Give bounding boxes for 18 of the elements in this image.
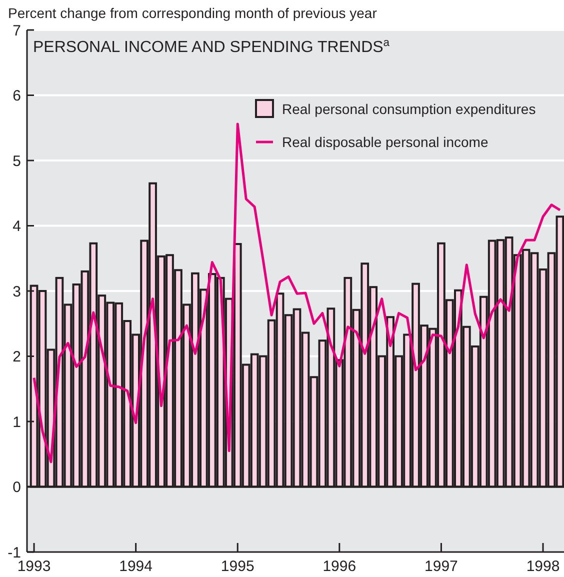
legend-label: Real personal consumption expenditures (282, 100, 536, 117)
y-tick-label: 2 (12, 348, 21, 366)
y-tick-label: 7 (12, 22, 21, 40)
y-tick-label: 5 (12, 152, 21, 170)
y-tick-label: 6 (12, 88, 21, 104)
x-tick-label: 1994 (119, 558, 153, 575)
x-tick-label: 1997 (424, 558, 458, 575)
legend-label: Real disposable personal income (282, 134, 488, 150)
y-tick-label: 3 (12, 283, 21, 300)
x-tick-label: 1995 (220, 558, 254, 575)
y-tick-label: 4 (12, 218, 21, 235)
y-tick-label: 1 (12, 414, 21, 431)
line-series (32, 122, 562, 464)
x-tick-label: 1998 (526, 558, 560, 575)
y-axis-title: Percent change from corresponding month of previous year (8, 5, 378, 21)
x-tick-label: 1996 (322, 558, 356, 575)
y-tick-label: 0 (12, 479, 21, 496)
text: PERSONAL INCOME AND SPENDING TRENDS$^{a}$ (33, 37, 390, 56)
